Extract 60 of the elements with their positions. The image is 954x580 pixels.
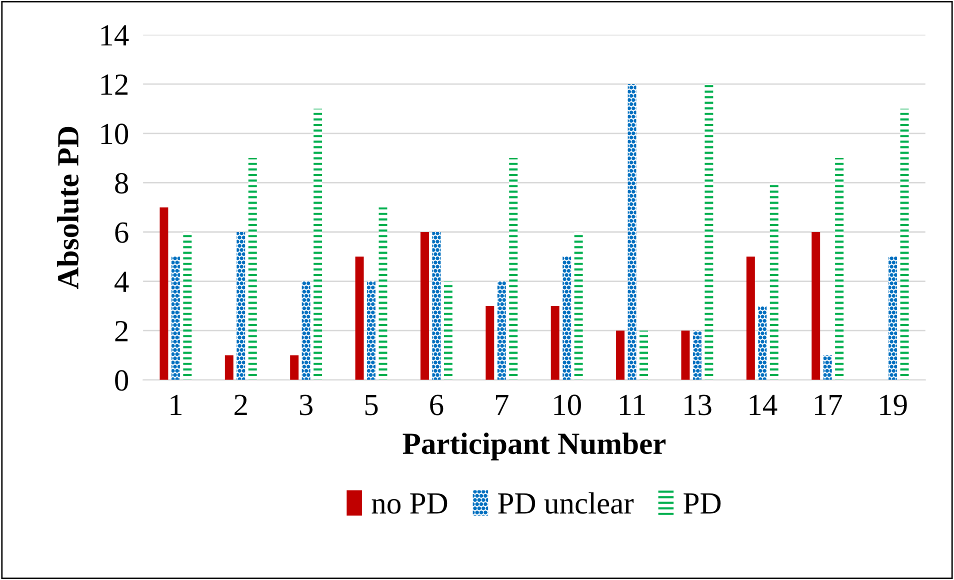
y-tick-label: 12 xyxy=(101,74,128,95)
x-tick-label: 6 xyxy=(430,394,444,416)
bar xyxy=(770,182,778,380)
bar xyxy=(812,232,820,380)
x-tick-label: 5 xyxy=(365,394,378,416)
bar xyxy=(497,281,506,380)
bar xyxy=(355,256,364,380)
bar xyxy=(900,108,909,380)
bar xyxy=(640,330,648,380)
bar xyxy=(160,207,168,380)
bar xyxy=(444,281,452,380)
bar xyxy=(171,256,180,380)
bar xyxy=(314,108,322,380)
bar xyxy=(888,256,898,380)
bar xyxy=(628,84,636,380)
x-tick-label: 2 xyxy=(234,394,247,415)
x-tick-label: 1 xyxy=(170,394,182,415)
bar xyxy=(224,355,234,380)
bar xyxy=(420,232,429,380)
x-tick-label: 7 xyxy=(496,394,508,415)
bar xyxy=(236,232,246,380)
bar xyxy=(248,158,257,380)
bar xyxy=(823,355,832,380)
bar xyxy=(290,355,299,380)
bar xyxy=(692,330,702,380)
bar xyxy=(681,330,690,380)
bar xyxy=(562,256,572,380)
y-axis-title: Absolute PD xyxy=(57,126,79,289)
bar xyxy=(746,256,755,380)
y-tick-label: 6 xyxy=(115,222,128,243)
legend-label: no PD xyxy=(372,493,448,514)
bar xyxy=(378,207,388,380)
y-tick-label: 8 xyxy=(115,172,128,194)
legend-label: PD unclear xyxy=(498,492,634,514)
bar xyxy=(835,158,844,380)
x-tick-label: 13 xyxy=(684,394,712,416)
x-tick-label: 10 xyxy=(554,394,581,416)
bar xyxy=(183,232,192,380)
bar xyxy=(302,281,310,380)
bar xyxy=(509,158,518,380)
bar xyxy=(758,306,767,380)
x-axis-title: Participant Number xyxy=(402,432,666,460)
bar xyxy=(367,281,376,380)
y-tick-label: 14 xyxy=(101,25,129,46)
bar xyxy=(704,84,714,380)
x-tick-label: 17 xyxy=(815,394,842,415)
bar xyxy=(432,232,441,380)
x-tick-label: 3 xyxy=(300,394,313,416)
bar xyxy=(486,306,494,380)
y-tick-label: 2 xyxy=(115,320,128,342)
x-tick-label: 11 xyxy=(620,394,645,415)
bar xyxy=(616,330,625,380)
y-tick-label: 4 xyxy=(114,272,129,292)
bar xyxy=(550,306,560,380)
y-tick-label: 10 xyxy=(101,124,128,144)
x-tick-label: 14 xyxy=(750,394,778,415)
bar xyxy=(574,232,583,380)
x-tick-label: 19 xyxy=(880,394,907,416)
y-tick-label: 0 xyxy=(115,370,128,391)
legend-label: PD xyxy=(684,493,721,514)
